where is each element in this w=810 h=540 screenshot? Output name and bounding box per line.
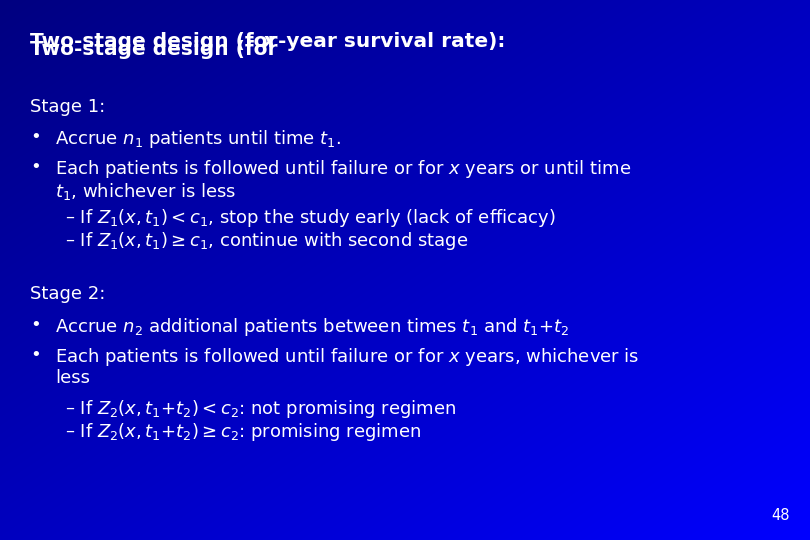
Text: – If $Z_1(x,t_1) < c_1$, stop the study early (lack of efficacy): – If $Z_1(x,t_1) < c_1$, stop the study … — [65, 207, 556, 229]
Text: Two-stage design (for: Two-stage design (for — [30, 40, 284, 59]
Text: Stage 1:: Stage 1: — [30, 98, 105, 116]
Text: $t_1$, whichever is less: $t_1$, whichever is less — [55, 181, 237, 202]
Text: less: less — [55, 369, 90, 387]
Text: •: • — [30, 316, 40, 334]
Text: Each patients is followed until failure or for $x$ years or until time: Each patients is followed until failure … — [55, 158, 631, 180]
Text: Accrue $n_2$ additional patients between times $t_1$ and $t_1$+$t_2$: Accrue $n_2$ additional patients between… — [55, 316, 569, 338]
Text: •: • — [30, 346, 40, 364]
Text: Stage 2:: Stage 2: — [30, 285, 105, 303]
Text: •: • — [30, 158, 40, 176]
Text: – If $Z_2(x,t_1$+$t_2) \geq c_2$: promising regimen: – If $Z_2(x,t_1$+$t_2) \geq c_2$: promis… — [65, 421, 421, 443]
Text: Accrue $n_1$ patients until time $t_1$.: Accrue $n_1$ patients until time $t_1$. — [55, 128, 341, 150]
Text: x: x — [263, 32, 276, 51]
Text: •: • — [30, 128, 40, 146]
Text: Each patients is followed until failure or for $x$ years, whichever is: Each patients is followed until failure … — [55, 346, 639, 368]
Text: -year survival rate):: -year survival rate): — [278, 32, 505, 51]
Text: 48: 48 — [771, 508, 790, 523]
Text: – If $Z_2(x,t_1$+$t_2) < c_2$: not promising regimen: – If $Z_2(x,t_1$+$t_2) < c_2$: not promi… — [65, 398, 456, 420]
Text: – If $Z_1(x,t_1) \geq c_1$, continue with second stage: – If $Z_1(x,t_1) \geq c_1$, continue wit… — [65, 230, 468, 252]
Text: Two-stage design (for: Two-stage design (for — [30, 32, 284, 51]
